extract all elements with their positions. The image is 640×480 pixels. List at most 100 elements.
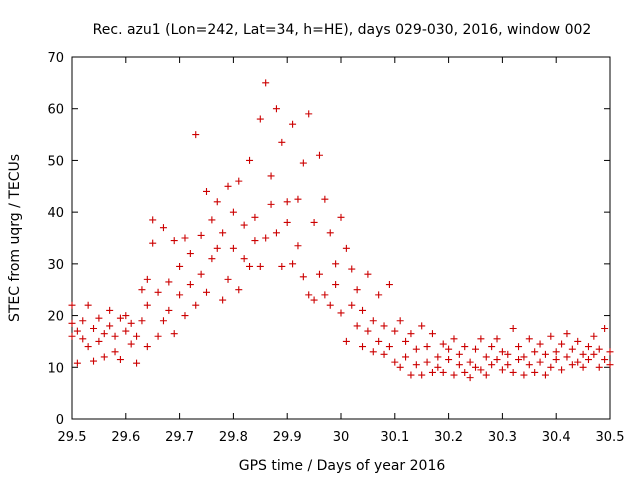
data-point — [208, 255, 216, 263]
data-point — [579, 363, 587, 371]
data-point — [547, 332, 555, 340]
data-point — [574, 337, 582, 345]
data-point — [332, 260, 340, 268]
data-point — [79, 317, 87, 325]
data-point — [595, 345, 603, 353]
data-point — [434, 363, 442, 371]
data-point — [219, 296, 227, 304]
data-point — [73, 327, 81, 335]
data-point — [515, 343, 523, 351]
data-point — [170, 330, 178, 338]
data-point — [256, 115, 264, 123]
data-point — [159, 224, 167, 232]
data-point — [488, 361, 496, 369]
data-point — [283, 218, 291, 226]
data-point — [606, 348, 614, 356]
y-tick-label: 10 — [47, 361, 64, 376]
data-point — [488, 343, 496, 351]
data-point — [111, 332, 119, 340]
data-point — [251, 237, 259, 245]
data-point — [579, 350, 587, 358]
plot-area: 0 10 20 30 40 50 60 70 29.5 29.6 29.7 29.8 29.9 30 30… — [47, 51, 624, 445]
data-point — [294, 195, 302, 203]
data-point — [159, 317, 167, 325]
data-point — [133, 332, 141, 340]
data-point — [176, 262, 184, 270]
y-axis-label: STEC from uqrg / TECUs — [7, 154, 23, 322]
data-point — [68, 332, 76, 340]
data-point — [461, 343, 469, 351]
data-point — [407, 371, 415, 379]
data-point — [186, 250, 194, 258]
data-point — [380, 350, 388, 358]
data-point — [375, 337, 383, 345]
data-point — [192, 301, 200, 309]
data-point — [165, 306, 173, 314]
data-point — [396, 317, 404, 325]
data-point — [143, 343, 151, 351]
data-point — [595, 363, 603, 371]
data-point — [525, 335, 533, 343]
data-point — [326, 301, 334, 309]
data-point — [321, 291, 329, 299]
data-point — [520, 353, 528, 361]
x-tick-label: 30.5 — [596, 430, 625, 445]
data-point — [95, 337, 103, 345]
data-point — [90, 357, 98, 365]
data-point — [342, 244, 350, 252]
data-point — [531, 368, 539, 376]
data-point — [353, 322, 361, 330]
y-tick-label: 60 — [47, 103, 64, 118]
data-point — [272, 105, 280, 113]
data-point — [251, 213, 259, 221]
data-point — [359, 343, 367, 351]
x-tick-label: 29.8 — [219, 430, 248, 445]
x-tick-label: 30.4 — [542, 430, 571, 445]
x-tick-label: 29.6 — [111, 430, 140, 445]
data-point — [219, 229, 227, 237]
data-point — [520, 371, 528, 379]
data-point — [380, 322, 388, 330]
data-point — [402, 337, 410, 345]
data-point — [509, 325, 517, 332]
data-point — [348, 265, 356, 273]
data-point — [558, 366, 566, 374]
data-point — [407, 330, 415, 338]
data-point — [181, 234, 189, 242]
data-point — [428, 368, 436, 376]
data-point — [391, 358, 399, 366]
data-point — [143, 275, 151, 283]
x-tick-label: 30.3 — [488, 430, 517, 445]
data-point — [283, 198, 291, 206]
data-point — [439, 368, 447, 376]
data-point — [428, 330, 436, 338]
data-point — [515, 356, 523, 364]
data-point — [203, 288, 210, 296]
data-point — [412, 345, 420, 353]
data-point — [289, 260, 297, 268]
data-point — [541, 371, 549, 379]
data-point — [84, 301, 92, 309]
data-point — [73, 359, 81, 367]
data-point — [310, 296, 318, 304]
data-point — [504, 350, 512, 358]
y-tick-label: 30 — [47, 258, 64, 273]
y-ticks: 0 10 20 30 40 50 60 70 — [47, 51, 610, 428]
data-point — [267, 200, 275, 208]
data-point — [385, 281, 393, 289]
data-point — [568, 361, 576, 369]
data-point — [154, 288, 162, 296]
data-point — [445, 345, 453, 353]
data-point — [122, 312, 130, 320]
data-point — [138, 286, 146, 294]
data-point — [197, 270, 205, 278]
data-point — [68, 319, 76, 327]
data-point — [305, 291, 313, 299]
data-point — [461, 368, 469, 376]
data-point — [359, 306, 367, 314]
data-point — [122, 327, 130, 335]
data-point — [472, 345, 479, 353]
data-point — [504, 361, 512, 369]
data-point — [531, 348, 539, 356]
